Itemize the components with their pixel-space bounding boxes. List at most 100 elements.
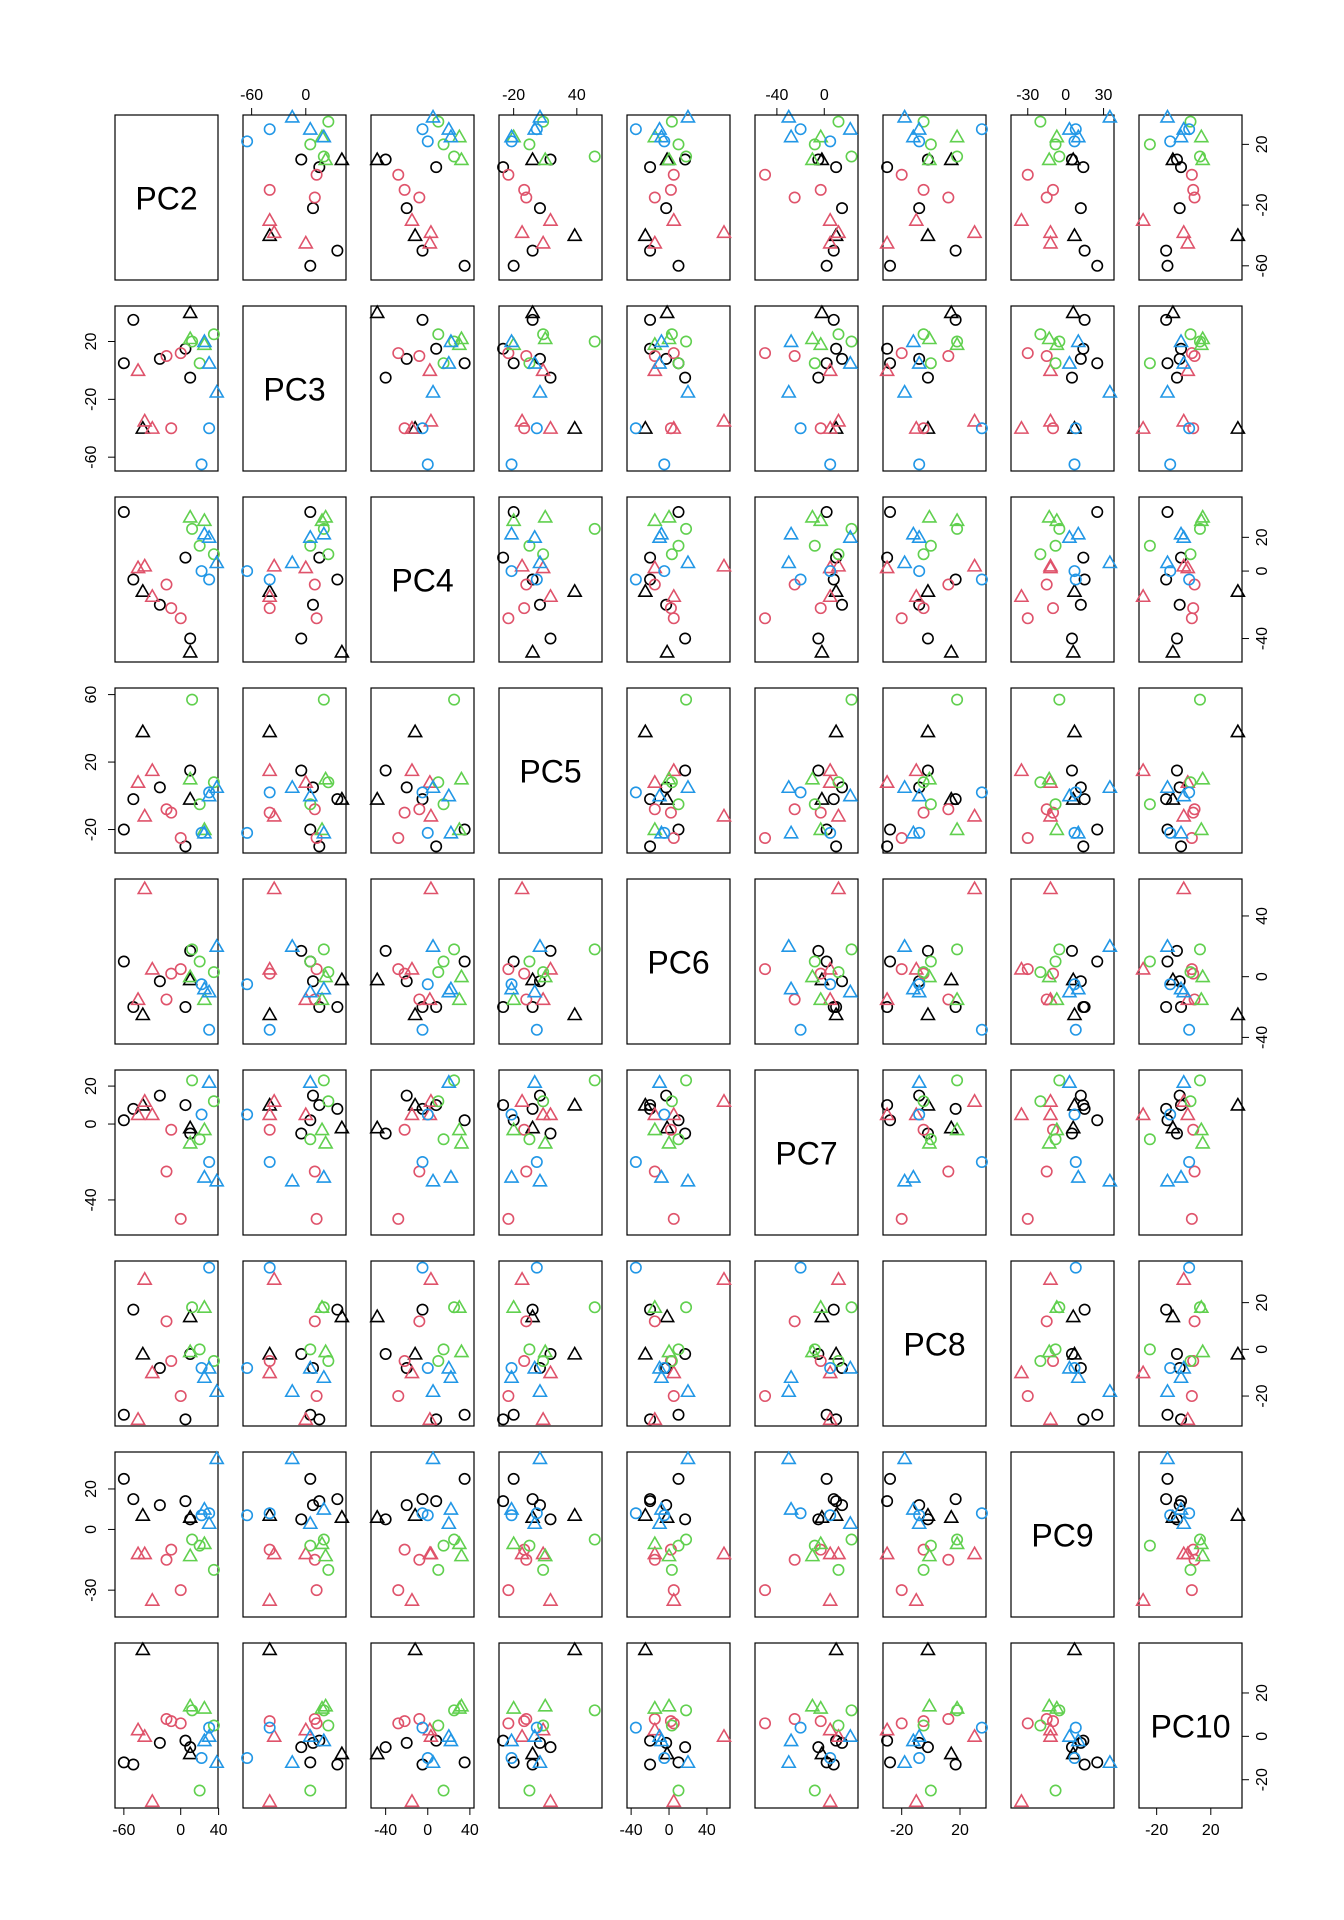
point-19 <box>241 565 254 578</box>
panel-frame <box>498 114 603 281</box>
point-18 <box>794 123 807 136</box>
point-13 <box>588 1301 601 1314</box>
point-20 <box>425 1450 441 1465</box>
point-0 <box>117 506 130 519</box>
point-22 <box>653 1732 670 1747</box>
point-18 <box>1069 1261 1082 1274</box>
point-17 <box>921 770 938 785</box>
point-12 <box>130 774 146 788</box>
point-11 <box>1135 1364 1151 1379</box>
point-18 <box>1069 1721 1082 1734</box>
point-22 <box>1173 1501 1189 1515</box>
tick-label: 40 <box>1254 907 1271 925</box>
point-14 <box>1034 1095 1047 1108</box>
point-5 <box>828 1006 844 1021</box>
point-17 <box>661 330 677 345</box>
point-21 <box>842 355 859 369</box>
point-4 <box>1077 1001 1090 1014</box>
point-6 <box>334 791 350 805</box>
point-5 <box>920 723 936 738</box>
point-11 <box>542 1793 559 1808</box>
point-19 <box>1068 1752 1081 1765</box>
point-8 <box>310 1717 323 1730</box>
panel-frame <box>1010 1642 1115 1809</box>
point-18 <box>203 1261 216 1274</box>
point-17 <box>804 330 821 345</box>
point-19 <box>1068 458 1081 471</box>
point-13 <box>1053 1074 1066 1087</box>
point-2 <box>533 202 546 215</box>
point-9 <box>814 1355 827 1368</box>
point-11 <box>144 960 161 975</box>
point-22 <box>905 525 922 540</box>
point-2 <box>307 975 320 988</box>
point-14 <box>322 548 335 561</box>
point-8 <box>1185 168 1198 181</box>
point-12 <box>130 1545 146 1560</box>
point-0 <box>458 259 471 272</box>
point-0 <box>884 1472 897 1485</box>
point-6 <box>1165 1119 1181 1134</box>
point-19 <box>913 1108 926 1121</box>
point-16 <box>314 1299 330 1313</box>
point-3 <box>1170 764 1183 777</box>
point-8 <box>1185 1390 1198 1403</box>
point-17 <box>537 151 554 166</box>
point-9 <box>165 422 178 435</box>
panel-PC8-PC2 <box>114 1260 225 1427</box>
point-22 <box>315 980 332 995</box>
panel-PC7-PC9 <box>1010 1069 1118 1236</box>
point-2 <box>836 202 849 215</box>
point-16 <box>1193 821 1210 836</box>
point-6 <box>1065 1119 1082 1134</box>
point-3 <box>812 944 825 957</box>
point-1 <box>949 244 962 257</box>
point-20 <box>284 1383 301 1398</box>
point-18 <box>1069 422 1082 435</box>
point-3 <box>379 153 392 166</box>
point-10 <box>716 412 732 427</box>
point-12 <box>421 1411 438 1426</box>
point-3 <box>679 1513 692 1526</box>
point-16 <box>1048 821 1065 836</box>
point-3 <box>812 764 825 777</box>
point-0 <box>304 1756 317 1769</box>
point-14 <box>432 1095 445 1108</box>
point-16 <box>196 1299 213 1313</box>
point-8 <box>895 1717 908 1730</box>
point-9 <box>1047 422 1060 435</box>
point-3 <box>1170 371 1183 384</box>
point-1 <box>1078 1303 1091 1316</box>
point-17 <box>921 151 938 166</box>
point-0 <box>507 259 520 272</box>
point-11 <box>665 1592 682 1606</box>
point-1 <box>127 573 140 586</box>
point-20 <box>425 1383 441 1398</box>
point-10 <box>966 1093 983 1107</box>
point-16 <box>812 1299 829 1313</box>
point-12 <box>1179 362 1196 377</box>
point-10 <box>1042 880 1059 895</box>
point-9 <box>398 1715 411 1728</box>
point-8 <box>667 831 680 844</box>
point-20 <box>1159 1172 1176 1187</box>
point-22 <box>196 525 213 540</box>
point-12 <box>646 1545 663 1560</box>
panel-frame <box>370 878 475 1045</box>
point-0 <box>1091 1114 1104 1127</box>
point-20 <box>208 1172 225 1187</box>
point-11 <box>144 420 161 434</box>
point-22 <box>443 980 459 995</box>
panel-frame <box>370 114 475 281</box>
panel-PC9-PC3 <box>241 1450 350 1618</box>
point-5 <box>1230 420 1246 434</box>
point-17 <box>317 1134 334 1149</box>
point-12 <box>879 774 895 788</box>
point-13 <box>845 1533 858 1546</box>
point-5 <box>637 1507 654 1521</box>
point-18 <box>629 1261 642 1274</box>
point-9 <box>664 183 677 196</box>
point-6 <box>182 643 199 658</box>
point-19 <box>658 1509 671 1522</box>
point-9 <box>1187 1543 1200 1556</box>
